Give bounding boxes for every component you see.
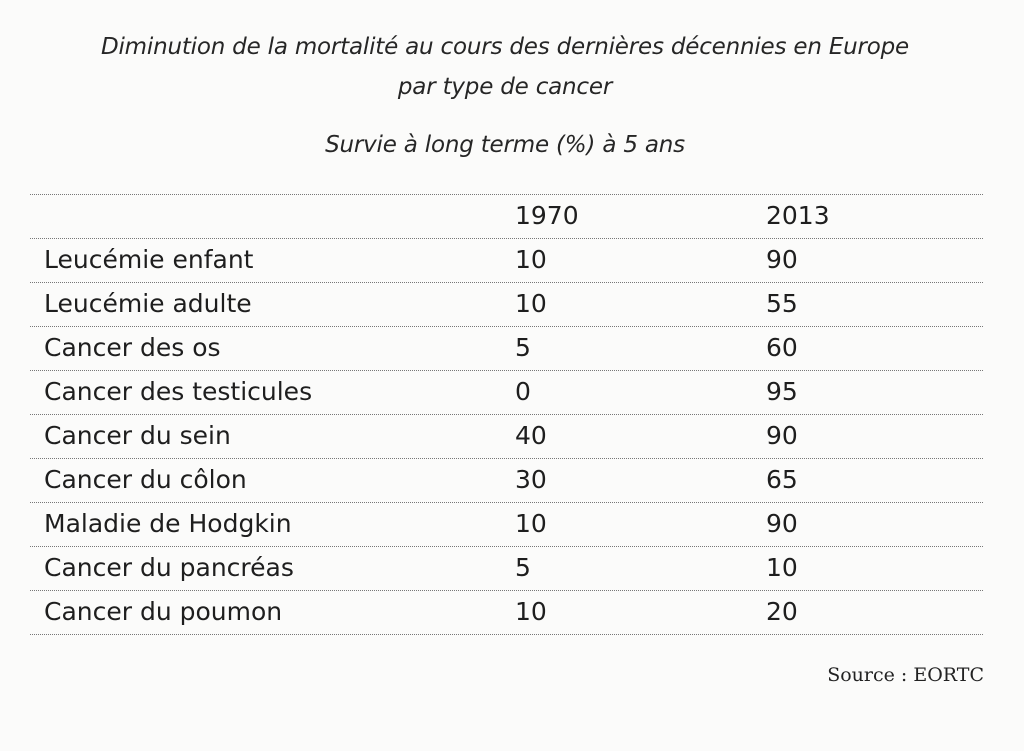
table-row: Leucémie enfant 10 90: [0, 240, 1024, 283]
source-note: Source : EORTC: [827, 664, 984, 686]
table-rule: [30, 370, 983, 371]
row-value-2013: 90: [766, 421, 798, 450]
table-rule: [30, 590, 983, 591]
row-value-1970: 10: [515, 245, 547, 274]
row-label: Cancer du sein: [44, 421, 231, 450]
row-label: Leucémie adulte: [44, 289, 252, 318]
table-rule: [30, 194, 983, 195]
row-label: Cancer des os: [44, 333, 221, 362]
row-value-1970: 0: [515, 377, 531, 406]
row-label: Cancer du poumon: [44, 597, 283, 626]
table-row: Maladie de Hodgkin 10 90: [0, 504, 1024, 547]
row-value-2013: 65: [766, 465, 798, 494]
table-row: Cancer du poumon 10 20: [0, 592, 1024, 635]
table-row: Cancer des os 5 60: [0, 328, 1024, 371]
table-title-line-2: par type de cancer: [397, 74, 613, 100]
table-rule: [30, 414, 983, 415]
row-value-2013: 90: [766, 245, 798, 274]
row-value-1970: 10: [515, 289, 547, 318]
header-cell-2013: 2013: [766, 201, 830, 230]
table-rule: [30, 502, 983, 503]
row-label: Maladie de Hodgkin: [44, 509, 292, 538]
table-row: Cancer du sein 40 90: [0, 416, 1024, 459]
row-value-2013: 10: [766, 553, 798, 582]
table-rule: [30, 546, 983, 547]
table-rule: [30, 282, 983, 283]
row-value-1970: 5: [515, 553, 531, 582]
row-value-1970: 10: [515, 597, 547, 626]
table-row: Cancer du côlon 30 65: [0, 460, 1024, 503]
table-row: Cancer du pancréas 5 10: [0, 548, 1024, 591]
table-rule: [30, 634, 983, 635]
table-title-line-1: Diminution de la mortalité au cours des …: [100, 34, 910, 60]
row-value-2013: 60: [766, 333, 798, 362]
header-cell-1970: 1970: [515, 201, 579, 230]
row-value-2013: 20: [766, 597, 798, 626]
table-header-row: 1970 2013: [0, 196, 1024, 239]
row-value-1970: 5: [515, 333, 531, 362]
table-subtitle: Survie à long terme (%) à 5 ans: [325, 132, 685, 158]
table-rule: [30, 238, 983, 239]
table-row: Leucémie adulte 10 55: [0, 284, 1024, 327]
row-label: Leucémie enfant: [44, 245, 254, 274]
row-label: Cancer du pancréas: [44, 553, 294, 582]
row-value-2013: 95: [766, 377, 798, 406]
row-label: Cancer du côlon: [44, 465, 247, 494]
table-rule: [30, 458, 983, 459]
row-value-1970: 10: [515, 509, 547, 538]
table-rule: [30, 326, 983, 327]
row-label: Cancer des testicules: [44, 377, 313, 406]
row-value-1970: 40: [515, 421, 547, 450]
table-row: Cancer des testicules 0 95: [0, 372, 1024, 415]
row-value-1970: 30: [515, 465, 547, 494]
row-value-2013: 55: [766, 289, 798, 318]
row-value-2013: 90: [766, 509, 798, 538]
